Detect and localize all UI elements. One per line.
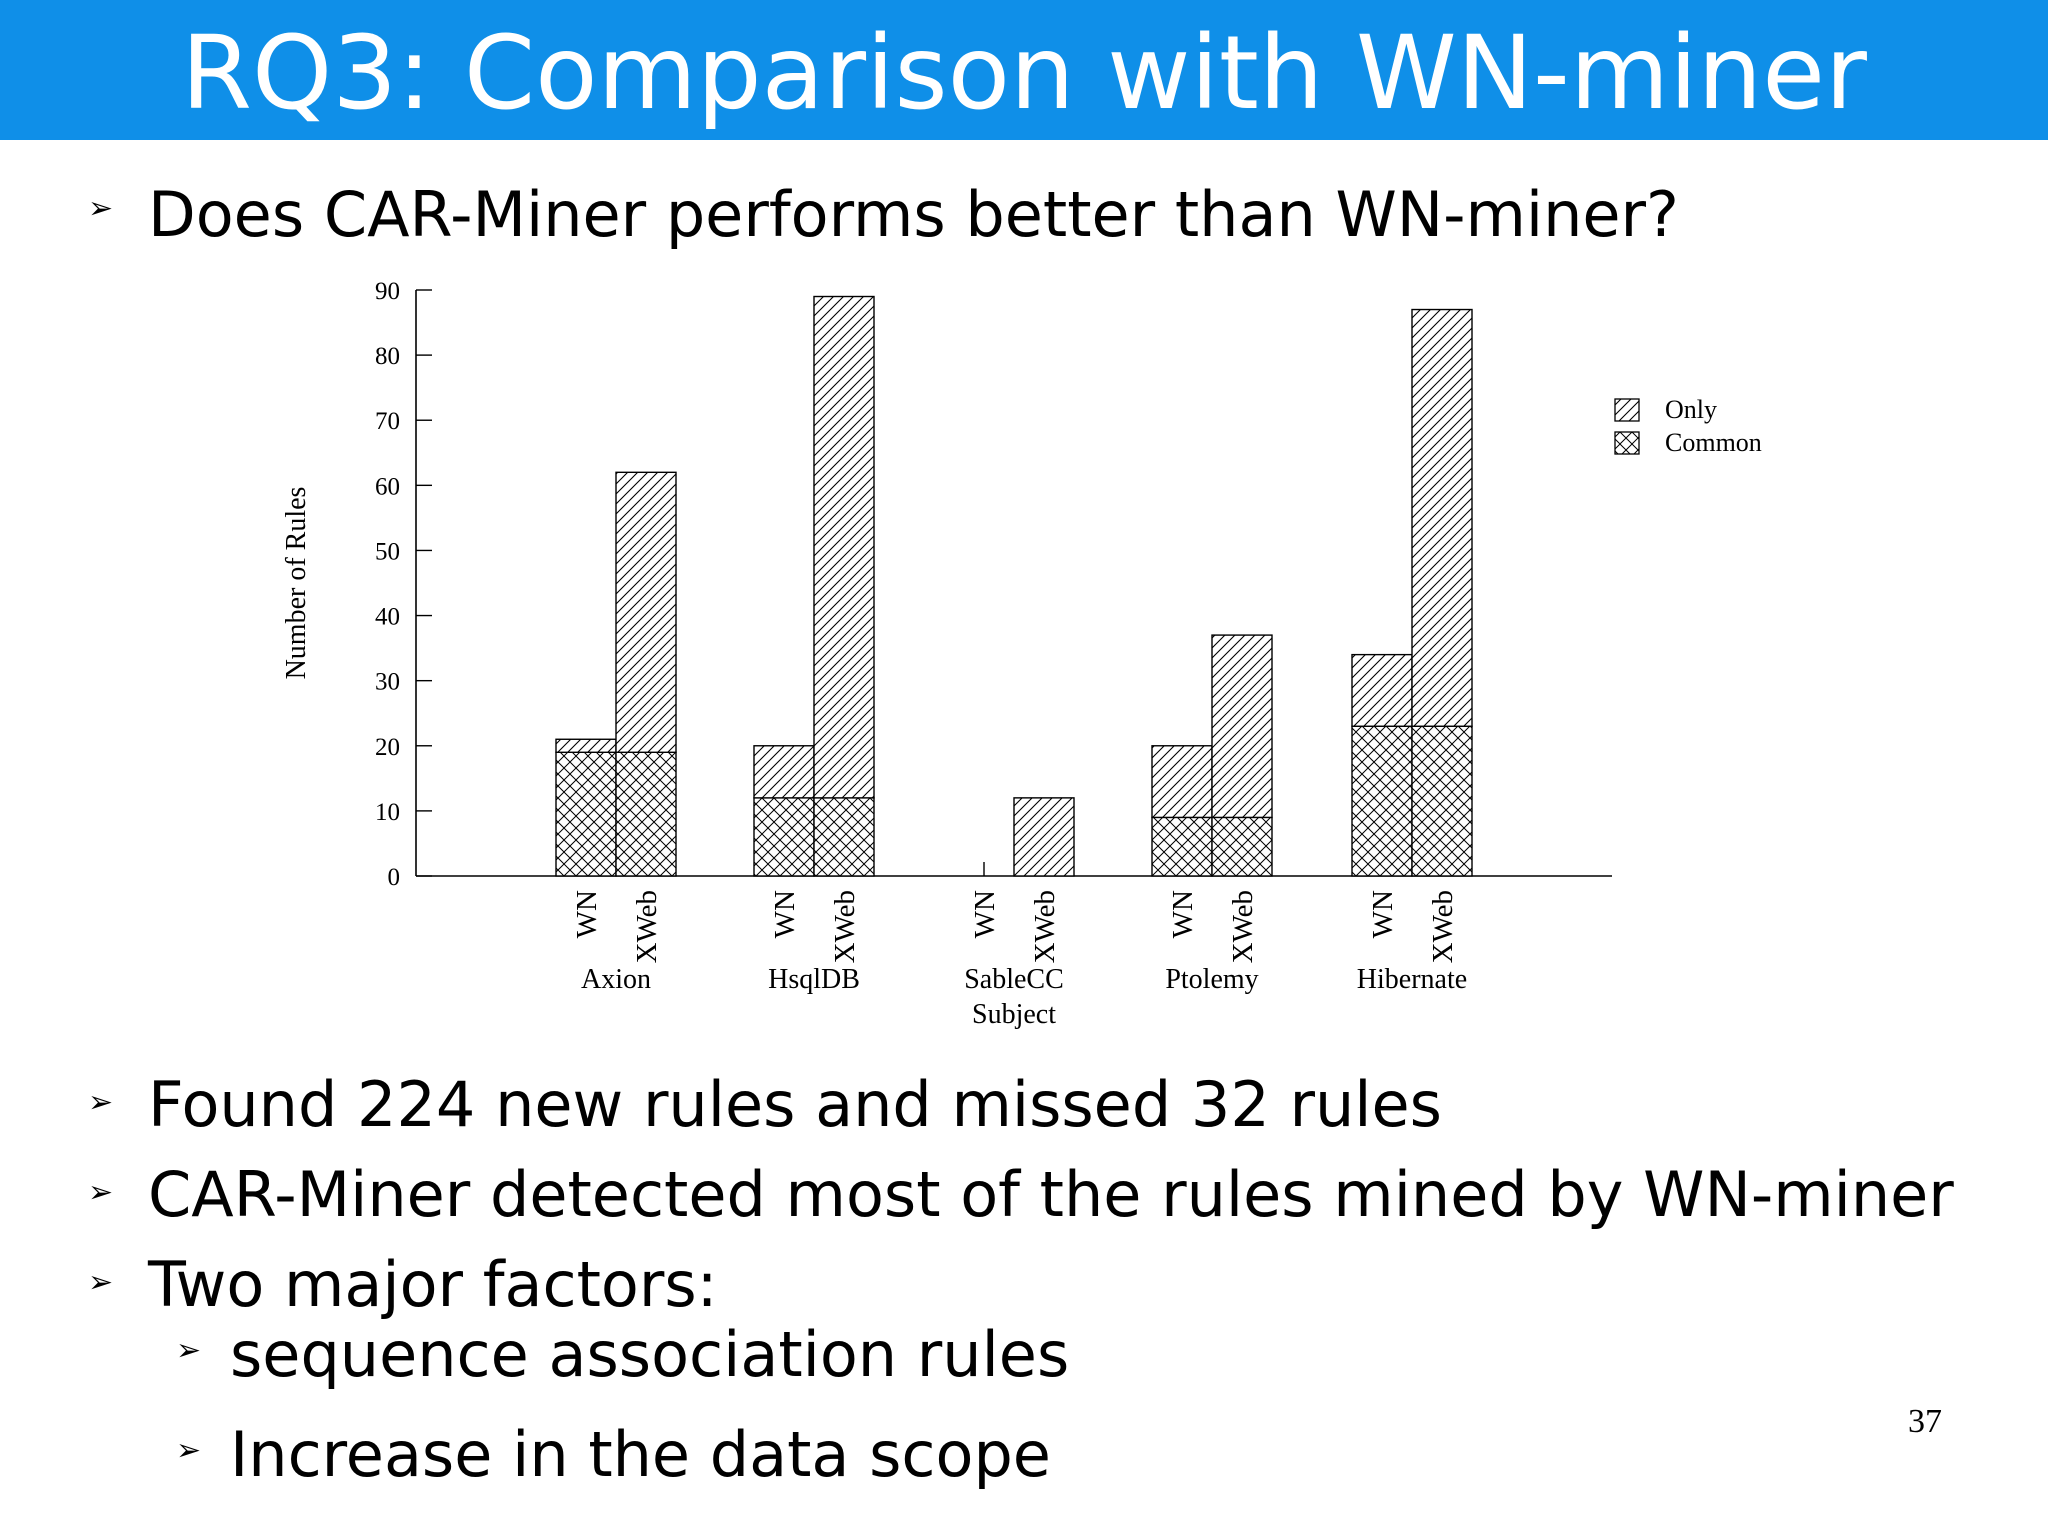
bar-xweb-common	[1211, 816, 1273, 877]
bar-label: XWeb	[631, 890, 663, 963]
y-tick-label: 50	[375, 538, 400, 565]
y-tick-label: 30	[375, 669, 400, 696]
slide-title: RQ3: Comparison with WN-miner	[181, 14, 1867, 133]
y-tick-label: 70	[375, 408, 400, 435]
y-axis-label: Number of Rules	[281, 487, 312, 680]
bar-label: XWeb	[1227, 890, 1259, 963]
bar-label: WN	[1167, 890, 1199, 938]
group-label: Hibernate	[1357, 964, 1467, 995]
bar-label: WN	[769, 890, 801, 938]
bar-wn-only	[1151, 745, 1213, 819]
page-number: 37	[1908, 1403, 1942, 1440]
bar-wn-common	[1151, 816, 1213, 877]
bar-xweb-only	[1211, 634, 1273, 819]
y-tick-label: 80	[375, 343, 400, 370]
title-bar: RQ3: Comparison with WN-miner	[0, 0, 2048, 140]
bullet-marker: ➢	[88, 1265, 114, 1300]
y-tick-label: 60	[375, 473, 400, 500]
y-tick-label: 10	[375, 799, 400, 826]
bullet-marker: ➢	[88, 1175, 114, 1210]
bar-xweb-only	[1013, 797, 1075, 877]
legend-swatch	[1614, 398, 1640, 422]
y-tick-label: 20	[375, 734, 400, 761]
bar-xweb-only	[615, 471, 677, 753]
bullet-marker: ➢	[88, 191, 114, 226]
group-label: Ptolemy	[1165, 964, 1258, 995]
legend-swatch	[1614, 431, 1640, 455]
sub-bullet-marker: ➢	[176, 1333, 202, 1368]
bar-wn-only	[1351, 653, 1413, 727]
bullet-text: Found 224 new rules and missed 32 rules	[148, 1068, 1442, 1141]
bar-wn-only	[753, 745, 815, 799]
y-tick-label: 90	[375, 278, 400, 305]
bar-xweb-common	[615, 751, 677, 877]
bar-wn-common	[753, 797, 815, 877]
bullet-marker: ➢	[88, 1085, 114, 1120]
sub-bullet-text: Increase in the data scope	[230, 1418, 1051, 1491]
group-label: Axion	[581, 964, 651, 995]
bullet-text: Two major factors:	[148, 1248, 718, 1321]
sub-bullet-marker: ➢	[176, 1433, 202, 1468]
bar-xweb-only	[1411, 308, 1473, 727]
x-axis-label: Subject	[972, 999, 1056, 1030]
bar-label: XWeb	[829, 890, 861, 963]
legend-label: Only	[1665, 395, 1717, 424]
y-tick-label: 0	[388, 864, 401, 891]
bar-xweb-common	[813, 797, 875, 877]
bar-label: XWeb	[1427, 890, 1459, 963]
sub-bullet-text: sequence association rules	[230, 1318, 1070, 1391]
group-label: HsqlDB	[768, 964, 860, 995]
legend-label: Common	[1665, 428, 1762, 457]
y-tick-label: 40	[375, 604, 400, 631]
bar-wn-common	[1351, 725, 1413, 877]
bullet-text: CAR-Miner detected most of the rules min…	[148, 1158, 1954, 1231]
bar-label: WN	[969, 890, 1001, 938]
bar-wn-only	[555, 738, 617, 753]
bar-label: XWeb	[1029, 890, 1061, 963]
bar-label: WN	[571, 890, 603, 938]
group-label: SableCC	[964, 964, 1064, 995]
question-text: Does CAR-Miner performs better than WN-m…	[148, 178, 1679, 251]
bar-xweb-only	[813, 295, 875, 799]
bar-wn-common	[555, 751, 617, 877]
bar-xweb-common	[1411, 725, 1473, 877]
bar-label: WN	[1367, 890, 1399, 938]
